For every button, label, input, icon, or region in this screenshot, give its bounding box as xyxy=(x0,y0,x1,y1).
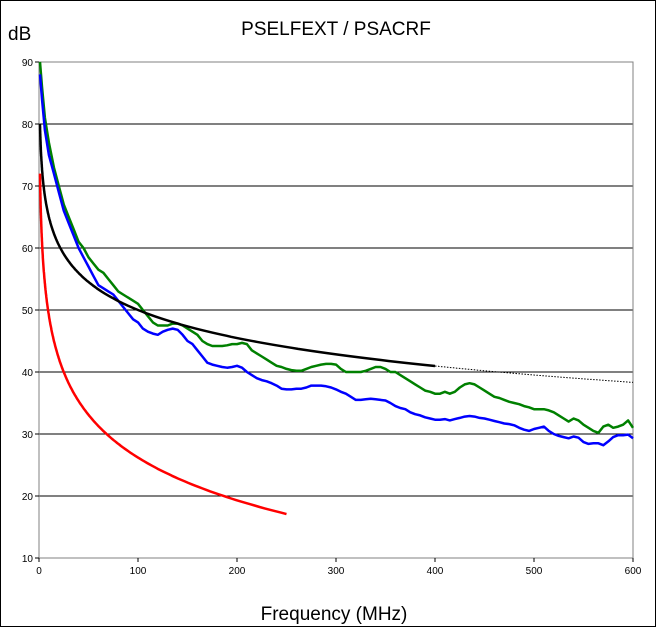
series-line-3 xyxy=(38,123,436,368)
y-tick-label: 10 xyxy=(22,554,34,565)
x-tick-label: 0 xyxy=(36,566,42,577)
y-tick-label: 20 xyxy=(22,492,34,503)
x-axis-label: Frequency (MHz) xyxy=(261,604,408,625)
y-tick-label: 80 xyxy=(22,120,34,131)
series-line-5 xyxy=(38,173,287,516)
x-tick-label: 300 xyxy=(328,566,345,577)
x-tick-label: 200 xyxy=(229,566,246,577)
x-tick-label: 600 xyxy=(625,566,642,577)
series-layer xyxy=(38,61,635,516)
y-tick-label: 30 xyxy=(22,430,34,441)
x-tick-label: 500 xyxy=(526,566,543,577)
x-tick-labels: 0 100 200 300 400 500 600 xyxy=(36,558,642,577)
series-line-2 xyxy=(38,74,634,447)
x-tick-label: 400 xyxy=(427,566,444,577)
y-tick-label: 70 xyxy=(22,182,34,193)
chart-title: PSELFEXT / PSACRF xyxy=(241,19,431,40)
series-line-4 xyxy=(434,365,634,383)
y-tick-labels: 10 20 30 40 50 60 70 80 90 xyxy=(22,58,39,565)
series-line-1 xyxy=(38,61,635,435)
y-tick-label: 50 xyxy=(22,306,34,317)
y-tick-label: 60 xyxy=(22,244,34,255)
grid-layer xyxy=(39,123,633,497)
y-tick-label: 40 xyxy=(22,368,34,379)
x-tick-label: 100 xyxy=(130,566,147,577)
y-axis-label: dB xyxy=(8,24,31,45)
y-tick-label: 90 xyxy=(22,58,34,69)
